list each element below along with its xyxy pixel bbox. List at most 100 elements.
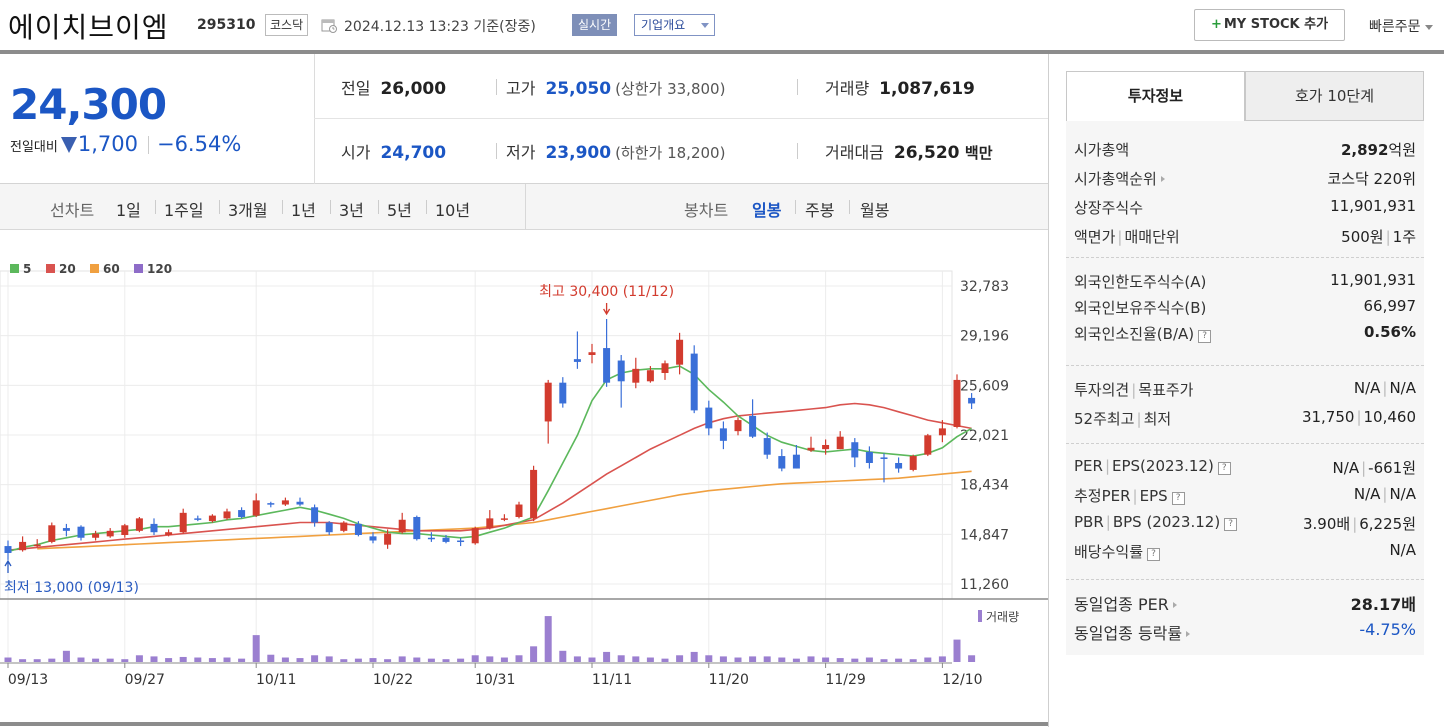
candle-body xyxy=(763,438,771,455)
info-row: PER | EPS(2023.12)? N/A | -661원 xyxy=(1074,457,1416,479)
help-icon[interactable]: ? xyxy=(1198,330,1212,343)
candle-body xyxy=(62,528,70,531)
candle-chart-label: 봉차트 xyxy=(684,201,729,220)
volume-bar xyxy=(208,658,216,662)
candle-body xyxy=(19,541,27,551)
high-annotation: 최고 30,400 (11/12) xyxy=(539,284,674,300)
low-annotation: 최저 13,000 (09/13) xyxy=(4,580,139,596)
down-arrow-icon xyxy=(60,137,77,153)
investment-panel: 투자정보 호가 10단계 시가총액 2,892억원 시가총액순위 코스닥 220위 상장… xyxy=(1066,71,1424,655)
y-tick-label: 18,434 xyxy=(960,478,1009,494)
chevron-right-icon xyxy=(1160,176,1165,182)
company-overview-dropdown[interactable]: 기업개요 xyxy=(634,14,715,36)
help-icon[interactable]: ? xyxy=(1147,548,1161,561)
period-1d[interactable]: 1일 xyxy=(116,201,141,220)
volume-bar xyxy=(238,658,246,662)
arrow-down-icon xyxy=(603,303,611,316)
candle-body xyxy=(486,518,494,529)
volume-bar xyxy=(719,656,727,662)
period-1y[interactable]: 1년 xyxy=(291,201,316,220)
candle-body xyxy=(705,407,713,429)
legend-swatch xyxy=(10,264,19,273)
chevron-down-icon xyxy=(1424,24,1433,30)
candle-body xyxy=(690,353,698,411)
candle-body xyxy=(340,522,348,531)
candle-body xyxy=(267,503,275,505)
info-key: 상장주식수 xyxy=(1074,199,1144,217)
calendar-icon xyxy=(321,19,337,33)
info-row: 외국인소진율(B/A)? 0.56% xyxy=(1074,323,1416,345)
realtime-badge[interactable]: 실시간 xyxy=(572,14,618,36)
legend-swatch xyxy=(134,264,143,273)
info-row: 시가총액순위 코스닥 220위 xyxy=(1074,168,1416,190)
quick-order-dropdown[interactable]: 빠른주문 xyxy=(1369,16,1433,36)
volume-bar xyxy=(953,639,961,662)
info-key: 동일업종 PER xyxy=(1074,591,1177,615)
candle-monthly[interactable]: 월봉 xyxy=(860,201,890,220)
info-value: N/A xyxy=(1389,541,1416,559)
candle-body xyxy=(588,352,596,355)
candle-body xyxy=(924,435,932,455)
candle-body xyxy=(33,544,41,547)
candle-body xyxy=(909,456,917,470)
volume-bar xyxy=(530,646,538,662)
info-key: 추정PER | EPS? xyxy=(1074,485,1185,506)
period-5y[interactable]: 5년 xyxy=(387,201,412,220)
stock-code: 295310 xyxy=(197,17,256,33)
candle-body xyxy=(646,370,654,382)
candle-body xyxy=(106,530,114,537)
x-tick-label: 11/11 xyxy=(592,672,632,688)
period-3y[interactable]: 3년 xyxy=(339,201,364,220)
volume-bar xyxy=(471,655,479,662)
period-1w[interactable]: 1주일 xyxy=(164,201,204,220)
volume-bar xyxy=(880,659,888,662)
candle-body xyxy=(792,454,800,469)
volume-bar xyxy=(632,656,640,662)
info-key: 배당수익률? xyxy=(1074,541,1161,562)
info-key: 외국인소진율(B/A)? xyxy=(1074,323,1212,344)
volume-bar xyxy=(559,650,567,662)
candle-body xyxy=(223,511,231,519)
price-change: 전일대비 1,700 −6.54% xyxy=(10,132,241,156)
candle-weekly[interactable]: 주봉 xyxy=(805,201,835,220)
candle-body xyxy=(559,382,567,404)
stock-header: 에이치브이엠 295310 코스닥 2024.12.13 13:23 기준(장중… xyxy=(0,0,1444,52)
candle-body xyxy=(252,500,260,516)
info-value: 3.90배 | 6,225원 xyxy=(1302,515,1416,533)
info-value: 11,901,931 xyxy=(1330,197,1416,215)
tab-orderbook[interactable]: 호가 10단계 xyxy=(1245,71,1424,121)
help-icon[interactable]: ? xyxy=(1217,462,1231,475)
ma60-line xyxy=(37,470,972,550)
volume-bar xyxy=(62,650,70,662)
info-key: PER | EPS(2023.12)? xyxy=(1074,457,1231,475)
candle-body xyxy=(4,546,12,553)
add-mystock-button[interactable]: + MY STOCK 추가 xyxy=(1194,9,1345,41)
volume-bar xyxy=(325,656,333,662)
arrow-up-icon xyxy=(4,559,12,573)
help-icon[interactable]: ? xyxy=(1171,492,1185,505)
volume-bar xyxy=(968,655,976,662)
quote-basis: 기준(장중) xyxy=(473,19,536,35)
period-3m[interactable]: 3개월 xyxy=(228,201,268,220)
candle-daily[interactable]: 일봉 xyxy=(752,201,782,220)
line-chart-label: 선차트 xyxy=(50,201,95,220)
volume-bar xyxy=(588,657,596,662)
legend-swatch xyxy=(46,264,55,273)
candle-body xyxy=(895,462,903,469)
candle-body xyxy=(121,525,129,535)
trade-volume: 거래량 1,087,619 xyxy=(825,79,975,99)
price-chart[interactable]: 32,783 29,196 25,609 22,021 18,434 14,847 11,2… xyxy=(0,231,1048,722)
volume-bar xyxy=(311,655,319,662)
help-icon[interactable]: ? xyxy=(1224,518,1238,531)
tab-investment-info[interactable]: 투자정보 xyxy=(1066,71,1245,121)
volume-bar xyxy=(924,657,932,662)
candle-body xyxy=(179,512,187,533)
volume-bar xyxy=(354,658,362,662)
candle-body xyxy=(749,415,757,437)
period-10y[interactable]: 10년 xyxy=(435,201,471,220)
info-row: 동일업종 등락률 -4.75% xyxy=(1074,620,1416,643)
candle-body xyxy=(530,469,538,519)
volume-bar xyxy=(150,656,158,662)
volume-bar xyxy=(442,659,450,662)
info-key: PBR | BPS (2023.12)? xyxy=(1074,513,1238,531)
